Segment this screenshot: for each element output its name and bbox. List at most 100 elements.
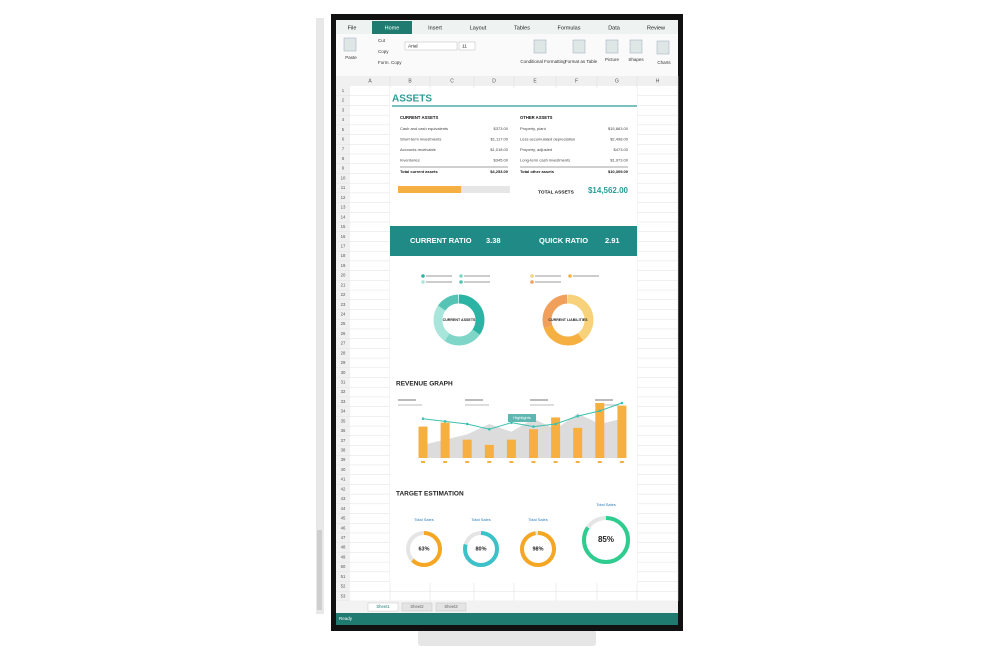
ribbon-button[interactable]: Cut: [378, 38, 386, 43]
asset-value: $1,973.00: [610, 158, 629, 163]
ribbon-button[interactable]: Copy: [378, 49, 389, 54]
monitor-side: [316, 18, 324, 614]
ratio-band: [390, 226, 637, 256]
line-point: [465, 422, 469, 426]
revenue-bar: [440, 422, 450, 458]
progress-fill: [398, 186, 461, 193]
legend-text: [535, 275, 561, 277]
menu-bar: [336, 20, 678, 34]
ring-progress: [582, 516, 630, 564]
ratio-label: CURRENT RATIO: [410, 236, 472, 245]
column-header: H: [656, 78, 660, 84]
row-header: 17: [341, 243, 346, 248]
asset-label: Property, adjusted: [520, 147, 552, 152]
ratio-value: 2.91: [605, 236, 620, 245]
row-header: 34: [341, 409, 346, 414]
row-header: 46: [341, 525, 346, 530]
header-note: [595, 404, 619, 406]
legend-dot: [568, 274, 572, 278]
ring-value: 98%: [532, 546, 543, 552]
menu-tab[interactable]: Review: [647, 25, 665, 31]
donut-segment: [433, 294, 485, 346]
row-header: 8: [342, 156, 345, 161]
row-header: 26: [341, 331, 346, 336]
x-label: [619, 461, 624, 463]
sheet-tab[interactable]: [435, 602, 467, 612]
font-size[interactable]: 11: [462, 43, 467, 49]
sheet-tab-label[interactable]: Sheet2: [410, 604, 424, 609]
x-label: [597, 461, 602, 463]
ribbon-button[interactable]: Conditional Formatting: [520, 59, 566, 64]
line-point: [488, 427, 491, 431]
ring-value: 80%: [475, 546, 486, 552]
column-header: C: [450, 78, 454, 84]
row-header: 14: [341, 214, 346, 219]
row-header: 47: [341, 535, 346, 540]
menu-tab[interactable]: Home: [385, 25, 400, 31]
menu-tab[interactable]: Tables: [514, 25, 530, 31]
revenue-bar: [529, 429, 538, 458]
row-header: 30: [341, 370, 346, 375]
row-header: 2: [342, 98, 345, 103]
line-point: [554, 422, 557, 426]
menu-tab[interactable]: Insert: [428, 25, 442, 31]
ribbon-button[interactable]: Shapes: [628, 57, 644, 62]
asset-value: $15,863.00: [608, 126, 629, 131]
line-point: [532, 425, 535, 428]
row-header: 33: [341, 399, 346, 404]
row-header: 31: [341, 380, 346, 385]
sheet-tab-label[interactable]: Sheet3: [444, 604, 458, 609]
legend-dot: [421, 274, 425, 278]
revenue-title: REVENUE GRAPH: [396, 381, 453, 388]
legend-text: [573, 275, 599, 277]
row-header: 27: [341, 341, 346, 346]
menu-tab[interactable]: File: [348, 25, 357, 31]
sheet-tab-label[interactable]: Sheet1: [376, 604, 390, 609]
line-point: [443, 420, 447, 423]
header-note: [398, 399, 416, 401]
asset-value: $2,498.00: [610, 137, 629, 142]
table-header: CURRENT ASSETS: [400, 115, 438, 120]
column-header: D: [492, 78, 496, 84]
legend-dot: [421, 280, 425, 284]
ribbon-button[interactable]: Charts: [657, 60, 671, 65]
menu-tab[interactable]: Data: [608, 25, 621, 31]
menu-tab[interactable]: Formulas: [558, 25, 581, 31]
x-label: [443, 461, 448, 463]
ribbon-button[interactable]: Picture: [605, 57, 620, 62]
row-header: 52: [341, 584, 346, 589]
ribbon-icon: [605, 39, 619, 54]
row-header: 7: [342, 146, 345, 151]
ribbon-icon: [533, 39, 547, 54]
menu-tab[interactable]: Layout: [470, 25, 487, 31]
ribbon-button[interactable]: Form. Copy: [378, 60, 402, 65]
ribbon-button[interactable]: Format as Table: [565, 59, 598, 64]
asset-total-label: Total current assets: [400, 169, 438, 174]
menu-tab-active: [372, 21, 412, 34]
legend-dot: [530, 280, 534, 284]
row-header: 6: [342, 137, 345, 142]
legend-dot: [459, 274, 463, 278]
row-header: 1: [342, 88, 345, 93]
ribbon-button[interactable]: Paste: [345, 55, 357, 60]
sheet-tab[interactable]: [367, 602, 399, 612]
column-header: A: [368, 78, 372, 84]
asset-label: Less accumulated depreciation: [520, 137, 575, 142]
donut-label: CURRENT ASSETS: [443, 318, 476, 322]
x-label: [421, 461, 425, 463]
asset-label: Accounts receivable: [400, 147, 437, 152]
row-header: 10: [341, 175, 346, 180]
font-name[interactable]: Arial: [408, 43, 418, 49]
asset-label: Inventories: [400, 158, 420, 163]
legend-dot: [530, 274, 534, 278]
x-label: [575, 461, 580, 463]
row-header: 24: [341, 311, 346, 316]
sheet-tab[interactable]: [401, 602, 433, 612]
row-header: 11: [341, 185, 346, 190]
assets-title: ASSETS: [392, 94, 432, 105]
revenue-bar: [462, 439, 472, 458]
asset-value: $473.00: [614, 147, 629, 152]
revenue-area: [423, 413, 622, 458]
tooltip-box: [508, 414, 536, 422]
